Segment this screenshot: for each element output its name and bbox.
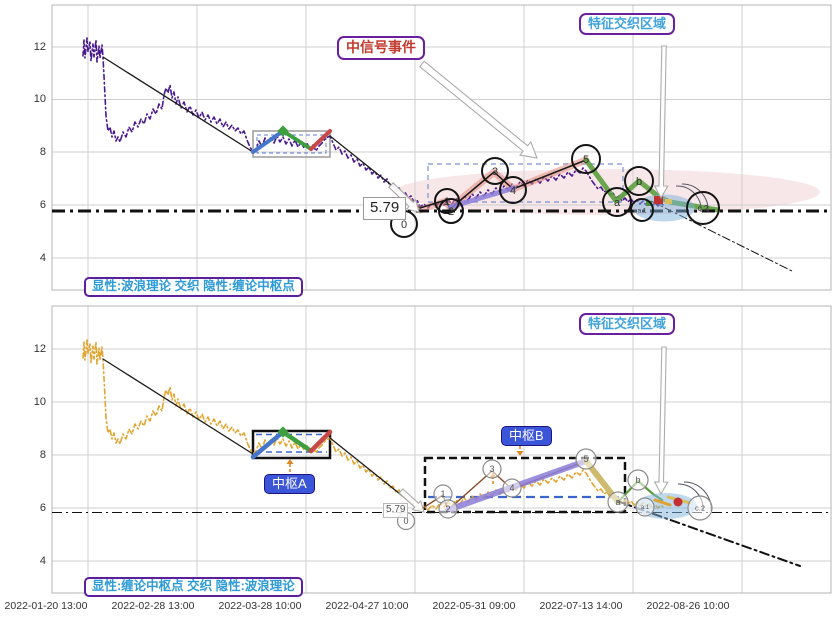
orange-marker-lower [653,498,672,507]
wave-circle-3-lower [482,459,502,479]
wave-circle-label-0-upper: 0 [401,219,407,231]
price-level-label-lower: 5.79 [383,503,409,518]
y-tick-label: 8 [39,448,46,461]
pivot-pointer-arrow-lower [286,459,294,464]
wave-circle-a-1-lower [635,497,655,517]
price-line-lower [82,339,665,511]
x-tick-label: 2022-08-26 10:00 [646,600,730,612]
trend-line-lower [102,358,254,455]
terminal-arc-upper [675,185,702,213]
wave-circle-label-5-lower: 5 [583,454,588,464]
green-marker-upper [646,201,652,206]
wave-circle-label-a-1-upper: a.1 [637,207,646,214]
tan-marker-upper [665,199,672,204]
y-tick-label: 4 [39,251,46,264]
zigzag-red-upper [309,129,332,151]
wave-circle-5-upper [571,144,601,174]
wave-circle-c-2-upper [686,191,720,225]
callout-arrow-lower [398,488,425,513]
wave-circle-label-3-upper: 3 [492,166,498,178]
small-pivot-box-upper [252,130,331,158]
wave-circle-label-1-lower: 1 [440,489,445,499]
zigzag-red-lower [308,429,333,454]
zigzag-green-lower [280,429,314,454]
wave-circle-label-a-upper: a [614,197,621,209]
wave-circle-label-4-lower: 4 [509,483,514,493]
wave-circle-3-upper [481,157,509,185]
y-tick-label: 6 [39,198,46,211]
wave-circle-label-3-lower: 3 [489,464,494,474]
wave-circle-label-b-upper: b [636,176,642,188]
pivot-box-a [251,429,332,460]
panel-border-upper [51,4,832,291]
small-pivot-box-inner-upper [256,134,327,154]
y-tick-label: 12 [33,40,46,53]
zigzag-diamond-lower [277,426,289,438]
y-tick-label: 4 [39,554,46,567]
feature-interweave-label-upper: 特征交织区域 [579,13,676,36]
panel-bg-upper [52,5,831,290]
x-tick-label: 2022-03-28 10:00 [218,600,302,612]
callout-arrow-upper [653,45,669,200]
callout-arrow-upper [419,60,538,159]
wave-circle-label-1-upper: 1 [444,196,450,208]
wave-circle-label-c-2-lower: c.2 [695,504,705,513]
panel-bg-lower [52,306,831,593]
wave-circle-label-b-lower: b [635,475,640,485]
pivot-box-b [423,456,627,514]
red-marker-upper [654,196,663,204]
wave-circle-4-lower [502,478,522,498]
zigzag-blue-upper [251,129,285,154]
wave-circle-a-lower [607,491,629,513]
panel-footer-upper: 显性:波浪理论 交织 隐性:缠论中枢点 [84,277,303,297]
wave-circle-4-upper [499,176,527,204]
wave-circle-5-lower [575,448,597,470]
wave-circle-label-c-2-upper: c.2 [698,204,709,213]
wave-circle-label-2-lower: 2 [445,504,450,514]
pivot-b-label: 中枢B [501,426,552,447]
x-tick-label: 2022-02-28 13:00 [111,600,195,612]
pivot-a-label: 中枢A [264,474,315,495]
zigzag-green-upper [281,129,313,151]
price-level-label-upper: 5.79 [363,197,407,220]
wave-circle-label-4-upper: 4 [510,185,516,197]
wave-circle-2-lower [438,499,458,519]
x-tick-label: 2022-01-20 13:00 [4,600,88,612]
wave-circle-label-0-lower: 0 [403,516,408,526]
price-line-upper [82,37,665,209]
panel-border-lower [51,305,832,594]
wave-circle-a-upper [602,187,632,217]
panel-footer-lower: 显性:缠论中枢点 交织 隐性:波浪理论 [84,577,303,597]
wave-circle-label-a-1-lower: a.1 [641,505,650,511]
y-tick-label: 6 [39,501,46,514]
y-tick-label: 10 [33,93,46,105]
wave-circle-a-1-upper [630,198,654,222]
wave-circle-label-2-upper: 2 [448,206,454,218]
feature-interweave-label-lower: 特征交织区域 [579,313,676,336]
wave-circle-2-upper [438,198,464,224]
y-tick-label: 10 [33,395,46,408]
zigzag-blue-lower [250,429,286,460]
callout-arrow-lower [653,346,669,496]
x-tick-label: 2022-05-31 09:00 [432,600,516,612]
x-tick-label: 2022-04-27 10:00 [325,600,409,612]
y-tick-label: 12 [33,342,46,355]
x-tick-label: 2022-07-13 14:00 [539,600,623,612]
wave-circle-c-2-lower [687,495,713,521]
wave-circle-label-a-lower: a [615,497,620,507]
y-tick-label: 8 [39,145,46,158]
wave-circle-b-upper [624,166,654,196]
wave-circle-b-lower [627,469,649,491]
pivot-pointer-arrow-lower [516,451,524,456]
signal-event-label: 中信号事件 [337,36,425,60]
red-marker-lower [673,497,683,507]
wave-circle-label-5-upper: 5 [583,154,589,166]
trend-line-upper [102,56,254,153]
